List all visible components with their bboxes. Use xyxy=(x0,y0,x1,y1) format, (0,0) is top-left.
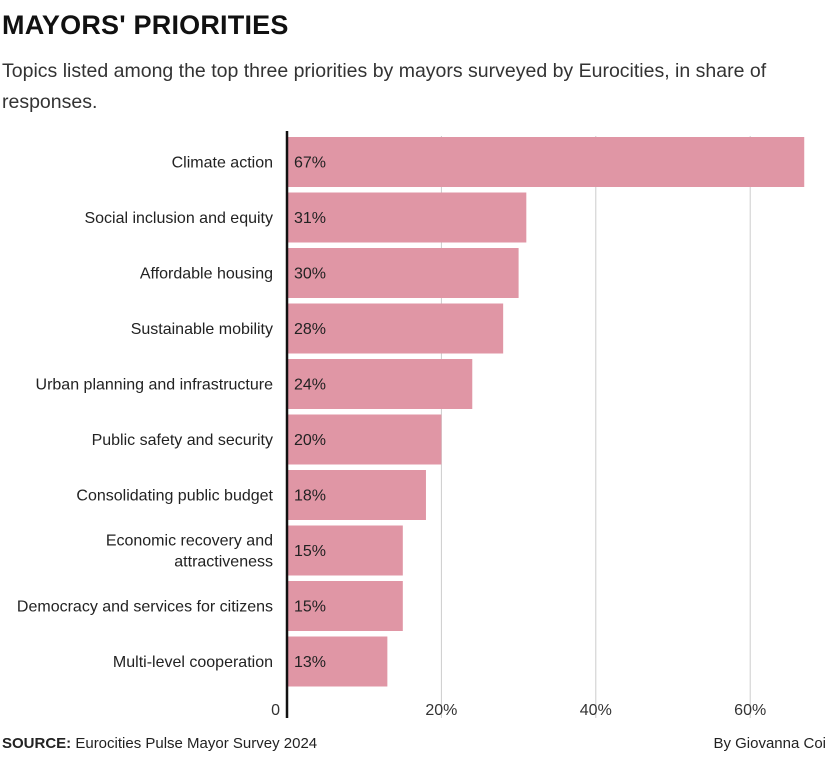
bar xyxy=(287,525,403,576)
bar xyxy=(287,414,442,465)
category-label: Affordable housing xyxy=(140,266,273,283)
bar xyxy=(287,303,504,354)
category-label: Sustainable mobility xyxy=(131,321,273,338)
bar-value-label: 30% xyxy=(294,266,326,283)
bar xyxy=(287,581,403,631)
category-label: Democracy and services for citizens xyxy=(17,599,273,616)
category-label: Climate action xyxy=(172,155,273,172)
bar-value-label: 24% xyxy=(294,377,326,394)
bar xyxy=(287,137,805,187)
category-label: Multi-level cooperation xyxy=(113,654,273,671)
bar xyxy=(287,192,527,243)
author-credit: By Giovanna Coi xyxy=(713,735,826,752)
bar-value-label: 28% xyxy=(294,321,326,338)
category-label: Urban planning and infrastructure xyxy=(36,377,274,394)
source-note: SOURCE: Eurocities Pulse Mayor Survey 20… xyxy=(2,735,317,752)
bar xyxy=(287,470,426,520)
bar xyxy=(287,248,519,298)
x-tick-label: 40% xyxy=(580,702,612,719)
bar-value-label: 20% xyxy=(294,432,326,449)
bar-value-label: 13% xyxy=(294,654,326,671)
bar-value-label: 67% xyxy=(294,155,326,172)
bar xyxy=(287,359,473,409)
source-label: SOURCE: xyxy=(2,735,72,752)
chart-subtitle: Topics listed among the top three priori… xyxy=(2,60,767,113)
category-label: Social inclusion and equity xyxy=(84,210,273,227)
category-label: Economic recovery and xyxy=(106,533,273,550)
category-label: Consolidating public budget xyxy=(76,488,273,505)
x-tick-label: 60% xyxy=(734,702,766,719)
chart-title: MAYORS' PRIORITIES xyxy=(2,10,289,40)
x-tick-label: 20% xyxy=(425,702,457,719)
source-text: Eurocities Pulse Mayor Survey 2024 xyxy=(75,735,318,752)
category-label: attractiveness xyxy=(174,554,273,571)
bar xyxy=(287,636,388,687)
bar-value-label: 15% xyxy=(294,543,326,560)
category-label: Public safety and security xyxy=(92,432,273,449)
bar-value-label: 31% xyxy=(294,210,326,227)
x-tick-label: 0 xyxy=(271,702,280,719)
bar-value-label: 15% xyxy=(294,599,326,616)
bar-value-label: 18% xyxy=(294,488,326,505)
